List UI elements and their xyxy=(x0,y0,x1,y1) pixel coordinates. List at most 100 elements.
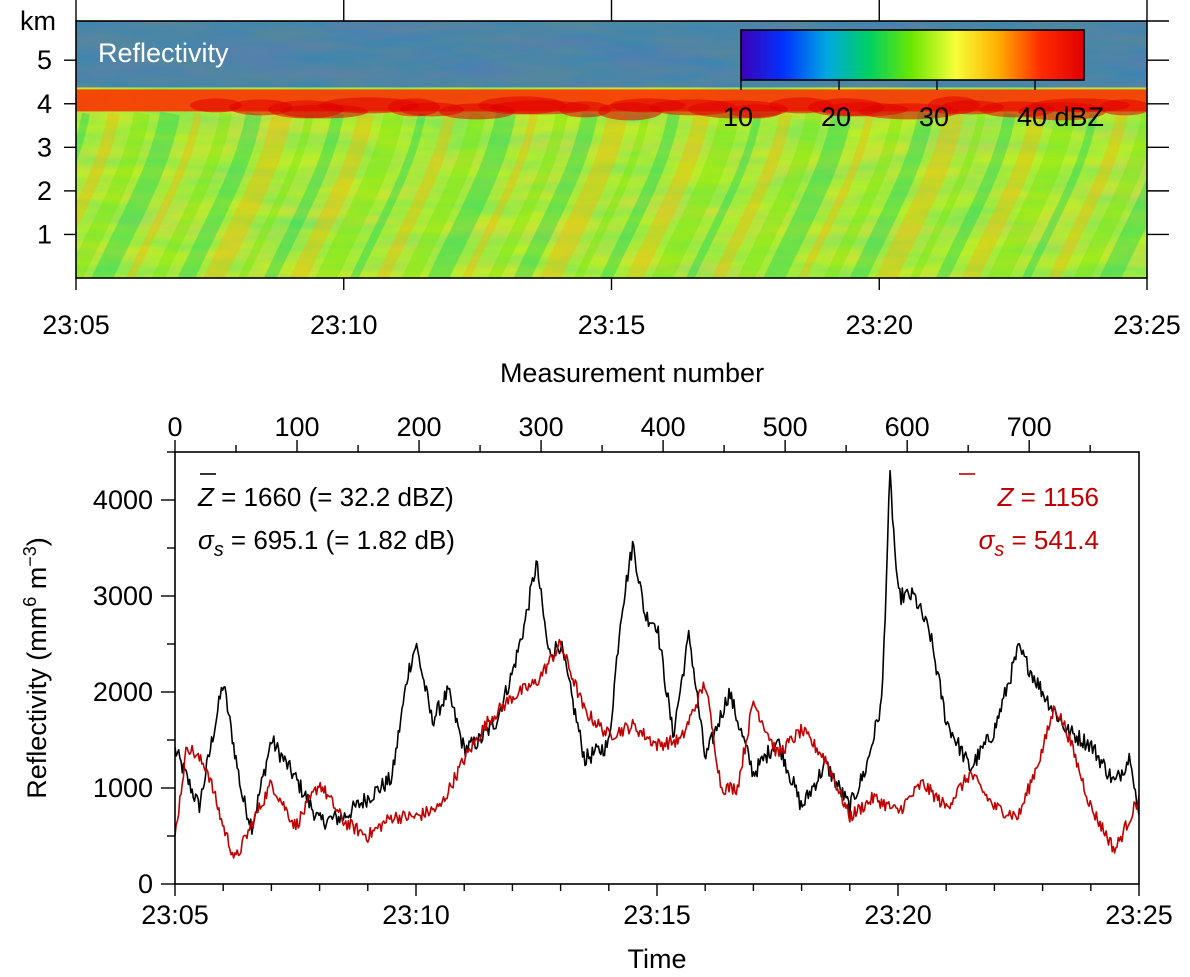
top-tick-label: 0 xyxy=(167,412,182,442)
fall-streak xyxy=(151,112,232,278)
y-tick-label: 1000 xyxy=(93,773,153,803)
fall-streak xyxy=(961,111,1046,278)
fall-streak xyxy=(427,111,516,278)
y-tick-label: 3 xyxy=(37,132,52,162)
bright-core xyxy=(559,101,611,118)
y-tick-label: 4000 xyxy=(93,485,153,515)
fall-streak xyxy=(375,112,456,278)
fall-streak xyxy=(513,111,598,278)
top-axis: 0 100 200 300 400 500 600 700 xyxy=(167,412,1091,452)
black-sigma: σs = 695.1 (= 1.82 dB) xyxy=(198,525,455,561)
fall-streak xyxy=(935,112,1016,278)
x-tick-label: 23:05 xyxy=(141,900,209,930)
top-tick-label: 700 xyxy=(1007,412,1052,442)
colorbar-tick-label: 20 xyxy=(821,102,851,132)
fall-streak xyxy=(203,111,292,278)
black-stats: Z = 1660 (= 32.2 dBZ) σs = 695.1 (= 1.82… xyxy=(197,473,455,561)
y-tick-label: 3000 xyxy=(93,581,153,611)
bright-core xyxy=(730,104,782,119)
x-axis-label-time: Time xyxy=(628,944,687,974)
y-unit-label: km xyxy=(20,6,56,36)
x-tick-label: 23:25 xyxy=(1113,310,1181,340)
fall-streak xyxy=(1099,178,1147,278)
top-tick-label: 200 xyxy=(397,412,442,442)
colorbar-tick-label: 30 xyxy=(919,102,949,132)
panel-label: Reflectivity xyxy=(98,38,229,68)
colorbar-ticks: 10 20 30 40 dBZ xyxy=(723,80,1104,132)
series-group xyxy=(175,469,1139,859)
series-red-line xyxy=(175,638,1139,859)
fall-streak xyxy=(487,112,568,278)
fall-streak xyxy=(539,111,628,278)
y-tick-label: 4 xyxy=(37,89,52,119)
y-tick-label: 0 xyxy=(138,869,153,899)
line-y-axis: 0 1000 2000 3000 4000 xyxy=(93,451,175,899)
y-tick-label: 5 xyxy=(37,45,52,75)
red-mean: Z = 1156 xyxy=(997,482,1099,512)
fall-streak xyxy=(625,111,710,278)
x-tick-label: 23:10 xyxy=(310,310,378,340)
fall-streak xyxy=(1073,111,1147,278)
colorbar-box xyxy=(740,29,1085,81)
fall-streak xyxy=(849,111,934,278)
line-x-axis: 23:05 23:10 23:15 23:20 23:25 xyxy=(141,884,1173,930)
heatmap-x-axis: 23:05 23:10 23:15 23:20 23:25 xyxy=(42,0,1181,340)
fall-streak xyxy=(711,112,792,278)
fall-streak xyxy=(1047,112,1128,278)
heatmap-y-axis: 1 2 3 4 5 xyxy=(37,20,1169,249)
black-mean: Z = 1660 (= 32.2 dBZ) xyxy=(197,482,454,512)
fall-streak xyxy=(685,112,762,278)
fall-streak xyxy=(125,112,202,278)
x-tick-label: 23:25 xyxy=(1105,900,1173,930)
fall-streak xyxy=(461,112,538,278)
x-tick-label: 23:05 xyxy=(42,310,110,340)
fall-streak xyxy=(76,111,150,278)
y-axis-label: Reflectivity (mm6 m−3) xyxy=(20,537,52,799)
fall-streak xyxy=(763,111,852,278)
x-tick-label: 23:20 xyxy=(845,310,913,340)
colorbar-tick-label: 10 xyxy=(723,102,753,132)
colorbar-tick-label: 40 dBZ xyxy=(1017,102,1104,132)
red-sigma: σs = 541.4 xyxy=(979,525,1099,561)
top-tick-label: 400 xyxy=(641,412,686,442)
measurement-number-label: Measurement number xyxy=(500,358,764,388)
fall-streak xyxy=(797,112,874,278)
fall-streak xyxy=(349,112,426,278)
colorbar: 10 20 30 40 dBZ xyxy=(723,29,1104,132)
fall-streak xyxy=(737,111,822,278)
bright-band-cores xyxy=(190,96,1147,121)
x-tick-label: 23:15 xyxy=(578,310,646,340)
y-tick-label: 2000 xyxy=(93,677,153,707)
fall-streak xyxy=(237,112,314,278)
fall-streak xyxy=(177,111,262,278)
fall-streak xyxy=(573,112,650,278)
top-tick-label: 600 xyxy=(885,412,930,442)
fall-streak xyxy=(401,111,486,278)
top-tick-label: 100 xyxy=(274,412,319,442)
line-frame xyxy=(174,451,1140,885)
x-tick-label: 23:10 xyxy=(382,900,450,930)
series-black-line xyxy=(175,469,1139,835)
fall-streak xyxy=(823,112,904,278)
fall-streak xyxy=(875,111,964,278)
fall-streak xyxy=(987,111,1076,278)
y-tick-label: 1 xyxy=(37,219,52,249)
fall-streak xyxy=(76,112,90,164)
red-stats: Z = 1156 σs = 541.4 xyxy=(959,473,1099,561)
x-tick-label: 23:15 xyxy=(623,900,691,930)
top-tick-label: 500 xyxy=(763,412,808,442)
fall-streaks xyxy=(76,111,1147,278)
fall-streak xyxy=(651,111,740,278)
bright-core xyxy=(190,98,242,113)
y-tick-label: 2 xyxy=(37,176,52,206)
fall-streak xyxy=(315,111,404,278)
fall-streak xyxy=(289,111,374,278)
fall-streak xyxy=(1021,112,1098,278)
fall-streak xyxy=(263,112,344,278)
fall-streak xyxy=(909,112,986,278)
line-panel: 0 100 200 300 400 500 600 700 0 1000 2000 3000 4000… xyxy=(20,412,1173,974)
fall-streak xyxy=(599,112,680,278)
x-tick-label: 23:20 xyxy=(864,900,932,930)
